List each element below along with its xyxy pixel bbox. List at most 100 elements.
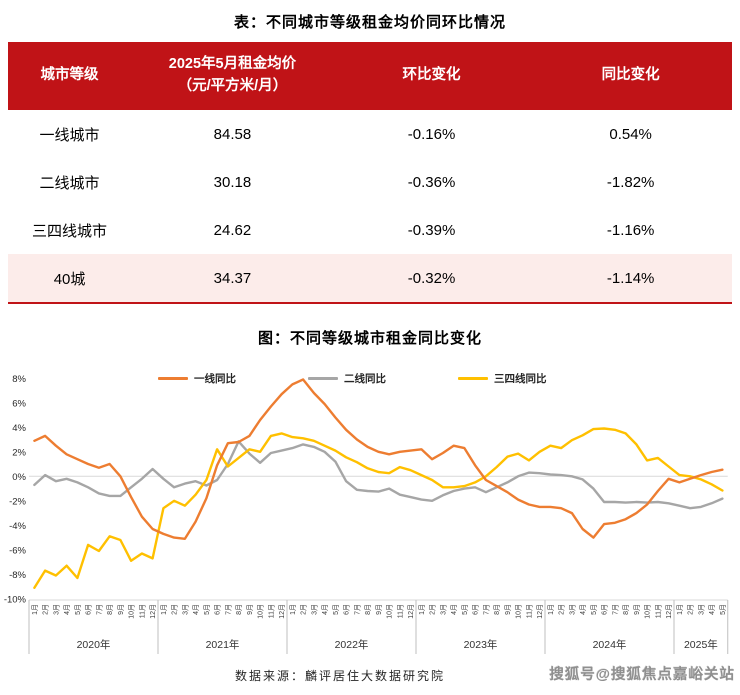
month-tick-label: 4月 bbox=[192, 604, 200, 615]
month-tick-label: 6月 bbox=[85, 604, 93, 615]
month-tick-label: 12月 bbox=[665, 604, 673, 619]
yoy-cell: -1.16% bbox=[529, 206, 732, 254]
month-tick-label: 7月 bbox=[224, 604, 232, 615]
month-tick-label: 1月 bbox=[676, 604, 684, 615]
month-tick-label: 1月 bbox=[289, 604, 297, 615]
col-header-price-sublabel: （元/平方米/月） bbox=[177, 78, 288, 94]
month-tick-label: 3月 bbox=[697, 604, 705, 615]
month-tick-label: 5月 bbox=[203, 604, 211, 615]
price-cell: 84.58 bbox=[131, 110, 334, 158]
legend-label: 三四线同比 bbox=[494, 373, 547, 385]
col-header-yoy-label: 同比变化 bbox=[601, 67, 660, 84]
table-title: 表：不同城市等级租金均价同环比情况 bbox=[233, 14, 506, 31]
y-axis-tick-label: -4% bbox=[9, 521, 26, 532]
tier-cell: 一线城市 bbox=[8, 110, 132, 158]
month-tick-label: 11月 bbox=[396, 604, 404, 618]
month-tick-label: 11月 bbox=[525, 604, 533, 618]
month-tick-label: 12月 bbox=[278, 604, 286, 619]
month-tick-label: 12月 bbox=[407, 604, 415, 619]
y-axis-tick-label: 0% bbox=[12, 472, 26, 483]
tier-cell: 40城 bbox=[8, 254, 132, 304]
month-tick-label: 8月 bbox=[622, 604, 630, 615]
month-tick-label: 5月 bbox=[719, 604, 727, 615]
month-tick-label: 6月 bbox=[472, 604, 480, 615]
month-tick-label: 9月 bbox=[375, 604, 383, 615]
legend-swatch-icon bbox=[458, 377, 488, 380]
year-label: 2021年 bbox=[206, 638, 240, 651]
month-tick-label: 1月 bbox=[160, 604, 168, 615]
col-header-tier-label: 城市等级 bbox=[40, 67, 99, 84]
month-tick-label: 9月 bbox=[633, 604, 641, 615]
month-tick-label: 5月 bbox=[590, 604, 598, 615]
month-tick-label: 4月 bbox=[708, 604, 716, 615]
price-cell: 30.18 bbox=[131, 158, 334, 206]
month-tick-label: 3月 bbox=[52, 604, 60, 615]
month-tick-label: 4月 bbox=[63, 604, 71, 615]
month-tick-label: 8月 bbox=[106, 604, 114, 615]
col-header-yoy: 同比变化 bbox=[529, 42, 732, 110]
rent-price-table: 城市等级 2025年5月租金均价 （元/平方米/月） 环比变化 同比变化 一线城… bbox=[8, 42, 732, 304]
month-tick-label: 10月 bbox=[386, 604, 394, 619]
series-line-0 bbox=[33, 378, 724, 541]
legend-label: 二线同比 bbox=[344, 373, 386, 385]
month-tick-label: 10月 bbox=[515, 604, 523, 619]
month-tick-label: 11月 bbox=[654, 604, 662, 618]
yoy-cell: -1.82% bbox=[529, 158, 732, 206]
year-label: 2020年 bbox=[77, 638, 111, 651]
month-tick-label: 2月 bbox=[171, 604, 179, 615]
year-label: 2025年 bbox=[684, 638, 718, 651]
month-tick-label: 2月 bbox=[42, 604, 50, 615]
month-tick-label: 8月 bbox=[364, 604, 372, 615]
price-cell: 24.62 bbox=[131, 206, 334, 254]
month-tick-label: 6月 bbox=[601, 604, 609, 615]
y-axis-tick-label: 2% bbox=[12, 447, 26, 458]
month-tick-label: 7月 bbox=[353, 604, 361, 615]
table-header: 城市等级 2025年5月租金均价 （元/平方米/月） 环比变化 同比变化 bbox=[8, 42, 732, 110]
month-tick-label: 6月 bbox=[343, 604, 351, 615]
yoy-cell: -1.14% bbox=[529, 254, 732, 304]
y-axis-tick-label: -6% bbox=[9, 545, 26, 556]
month-tick-label: 7月 bbox=[95, 604, 103, 615]
month-tick-label: 10月 bbox=[644, 604, 652, 619]
mom-cell: -0.39% bbox=[333, 206, 530, 254]
y-axis-tick-label: 8% bbox=[12, 374, 26, 385]
month-tick-label: 5月 bbox=[332, 604, 340, 615]
month-tick-label: 2月 bbox=[300, 604, 308, 615]
series-line-2 bbox=[33, 427, 724, 590]
y-axis-tick-label: -8% bbox=[9, 570, 26, 581]
month-tick-label: 8月 bbox=[235, 604, 243, 615]
month-tick-label: 3月 bbox=[310, 604, 318, 615]
legend-label: 一线同比 bbox=[194, 373, 236, 385]
y-axis-tick-label: -10% bbox=[4, 594, 27, 605]
month-tick-label: 12月 bbox=[149, 604, 157, 619]
chart-legend: 一线同比 二线同比 三四线同比 bbox=[158, 371, 547, 386]
mom-cell: -0.16% bbox=[333, 110, 530, 158]
month-tick-label: 12月 bbox=[536, 604, 544, 619]
month-tick-label: 10月 bbox=[257, 604, 265, 619]
month-tick-label: 9月 bbox=[246, 604, 254, 615]
legend-item-2: 三四线同比 bbox=[458, 371, 547, 386]
month-tick-label: 3月 bbox=[568, 604, 576, 615]
year-label: 2024年 bbox=[593, 638, 627, 651]
col-header-price-label: 2025年5月租金均价 bbox=[168, 56, 297, 73]
table-header-row: 城市等级 2025年5月租金均价 （元/平方米/月） 环比变化 同比变化 bbox=[8, 42, 732, 110]
col-header-price: 2025年5月租金均价 （元/平方米/月） bbox=[131, 42, 334, 110]
year-label: 2022年 bbox=[335, 638, 369, 651]
legend-item-0: 一线同比 bbox=[158, 371, 236, 386]
watermark: 搜狐号@搜狐焦点嘉峪关站 bbox=[549, 667, 735, 683]
col-header-tier: 城市等级 bbox=[8, 42, 132, 110]
col-header-mom-label: 环比变化 bbox=[402, 67, 461, 84]
legend-swatch-icon bbox=[308, 377, 338, 380]
table-row-highlighted: 40城 34.37 -0.32% -1.14% bbox=[8, 254, 732, 304]
month-tick-label: 1月 bbox=[31, 604, 39, 615]
series-line-1 bbox=[33, 440, 724, 510]
source-note: 数据来源：麟评居住大数据研究院 bbox=[234, 669, 445, 683]
mom-cell: -0.32% bbox=[333, 254, 530, 304]
year-label: 2023年 bbox=[464, 638, 498, 651]
month-tick-label: 3月 bbox=[181, 604, 189, 615]
table-row: 二线城市 30.18 -0.36% -1.82% bbox=[8, 158, 732, 206]
month-tick-label: 4月 bbox=[579, 604, 587, 615]
rent-yoy-line-chart: 8% 6% 4% 2% 0% -2% -4% -6% -8% -10% 2020年 2021年 2022… bbox=[4, 374, 729, 654]
table-row: 三四线城市 24.62 -0.39% -1.16% bbox=[8, 206, 732, 254]
